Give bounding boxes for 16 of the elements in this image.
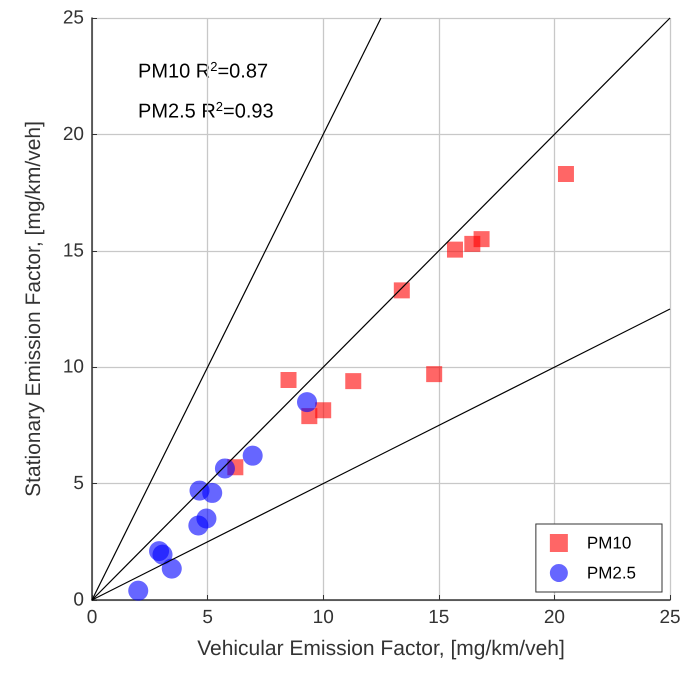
x-tick-label: 15 xyxy=(428,607,450,628)
y-axis-title: Stationary Emission Factor, [mg/km/veh] xyxy=(22,121,45,497)
y-tick-label: 0 xyxy=(73,590,84,610)
y-tick-label: 5 xyxy=(73,473,84,494)
x-axis-title: Vehicular Emission Factor, [mg/km/veh] xyxy=(197,637,565,660)
legend-label: PM2.5 xyxy=(586,564,636,582)
y-tick-label: 25 xyxy=(62,8,84,28)
x-tick-label: 5 xyxy=(202,607,213,628)
x-tick-label: 20 xyxy=(544,607,565,628)
x-tick-label: 0 xyxy=(86,607,98,628)
legend-label: PM10 xyxy=(586,534,632,552)
y-tick-label: 15 xyxy=(62,240,84,262)
x-tick-label: 10 xyxy=(312,607,334,628)
y-tick-label: 10 xyxy=(62,356,84,378)
y-tick-label: 20 xyxy=(62,124,84,145)
x-tick-label: 25 xyxy=(659,607,681,628)
